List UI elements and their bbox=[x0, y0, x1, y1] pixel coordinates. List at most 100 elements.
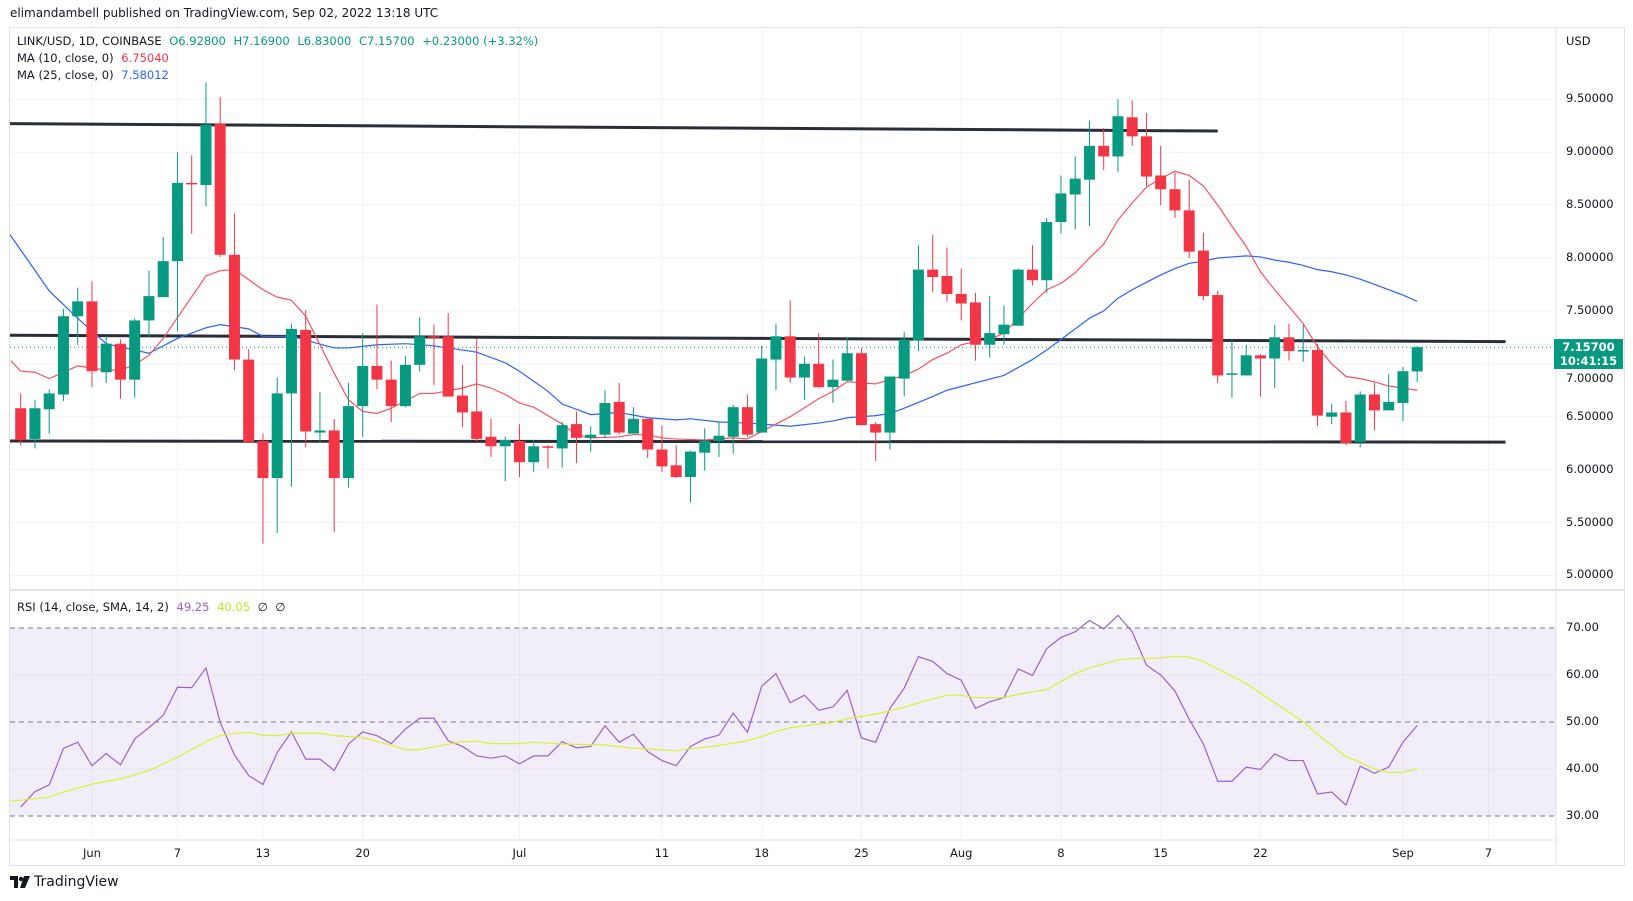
candle-up bbox=[627, 407, 639, 434]
candle-body bbox=[1098, 145, 1110, 157]
candle-body bbox=[1183, 210, 1195, 252]
candle-up bbox=[285, 323, 297, 487]
price-tick-label: 8.50000 bbox=[1566, 197, 1614, 212]
rsi-tick-label: 40.00 bbox=[1566, 761, 1599, 775]
candle-body bbox=[1254, 355, 1266, 359]
candle-down bbox=[385, 360, 397, 422]
candle-body bbox=[570, 424, 582, 438]
candle-body bbox=[513, 441, 525, 463]
candle-body bbox=[1140, 136, 1152, 177]
candle-up bbox=[171, 152, 183, 332]
candle-up bbox=[528, 439, 540, 472]
ma25-label: MA (25, close, 0) bbox=[17, 68, 114, 82]
rsi-legend[interactable]: RSI (14, close, SMA, 14, 2) 49.25 40.05 … bbox=[17, 600, 289, 614]
candle-down bbox=[1368, 382, 1380, 431]
candle-down bbox=[1283, 323, 1295, 361]
candle-down bbox=[442, 313, 454, 397]
candle-down bbox=[813, 333, 825, 389]
candle-body bbox=[884, 376, 896, 433]
candle-down bbox=[1126, 100, 1138, 146]
candle-body bbox=[855, 353, 867, 426]
tradingview-logo-icon bbox=[10, 876, 30, 888]
candle-down bbox=[456, 364, 468, 428]
candle-up bbox=[129, 318, 141, 398]
candle-up bbox=[314, 392, 326, 443]
candle-body bbox=[214, 123, 226, 255]
candle-body bbox=[1411, 347, 1423, 372]
candle-body bbox=[414, 336, 426, 365]
candle-body bbox=[1340, 412, 1352, 444]
rsi-extra-2: ∅ bbox=[275, 600, 286, 614]
candle-body bbox=[727, 407, 739, 437]
candle-body bbox=[1197, 250, 1209, 297]
last-price-value: 7.15700 bbox=[1562, 340, 1615, 355]
candle-down bbox=[1169, 172, 1181, 218]
candle-body bbox=[542, 446, 554, 448]
candle-up bbox=[827, 359, 839, 403]
candle-up bbox=[499, 436, 511, 482]
candle-body bbox=[1055, 193, 1067, 223]
candle-up bbox=[72, 287, 84, 345]
rsi-tick-label: 60.00 bbox=[1566, 667, 1599, 681]
candle-body bbox=[912, 269, 924, 341]
ma10-legend[interactable]: MA (10, close, 0) 6.75040 bbox=[17, 51, 173, 65]
candle-body bbox=[15, 408, 27, 440]
candle-body bbox=[1326, 412, 1338, 417]
candle-body bbox=[1383, 401, 1395, 411]
candle-up bbox=[770, 323, 782, 391]
publisher-line: elimandambell published on TradingView.c… bbox=[10, 6, 439, 20]
time-tick-label: 15 bbox=[1153, 846, 1168, 860]
candle-body bbox=[528, 446, 540, 463]
candle-body bbox=[43, 393, 55, 410]
candle-up bbox=[1112, 99, 1124, 173]
candle-up bbox=[200, 82, 212, 207]
time-tick-label: Jul bbox=[512, 846, 527, 860]
candle-body bbox=[841, 353, 853, 381]
candle-body bbox=[186, 182, 198, 185]
candle-down bbox=[570, 411, 582, 464]
candle-body bbox=[29, 408, 41, 439]
currency-label[interactable]: USD bbox=[1566, 34, 1591, 48]
candle-body bbox=[300, 329, 312, 432]
candle-down bbox=[656, 425, 668, 472]
candle-up bbox=[556, 421, 568, 468]
candle-body bbox=[485, 436, 497, 447]
candle-body bbox=[499, 439, 511, 447]
ma25-legend[interactable]: MA (25, close, 0) 7.58012 bbox=[17, 68, 173, 82]
candle-up bbox=[1269, 324, 1281, 389]
candle-down bbox=[969, 292, 981, 361]
candle-up bbox=[727, 405, 739, 454]
candle-down bbox=[257, 433, 269, 544]
time-tick-label: 13 bbox=[255, 846, 271, 860]
candle-up bbox=[399, 356, 411, 408]
candle-body bbox=[72, 301, 84, 317]
tradingview-brand[interactable]: TradingView bbox=[10, 874, 119, 890]
rsi-tick-label: 30.00 bbox=[1566, 808, 1599, 822]
candle-down bbox=[513, 424, 525, 478]
change-value: +0.23000 (+3.32%) bbox=[422, 34, 539, 48]
candle-up bbox=[157, 236, 169, 298]
candle-up bbox=[143, 270, 155, 338]
time-tick-label: 18 bbox=[754, 846, 769, 860]
candle-body bbox=[1155, 175, 1167, 190]
candle-body bbox=[599, 402, 611, 435]
candle-down bbox=[1340, 400, 1352, 446]
candle-body bbox=[642, 418, 654, 450]
candle-body bbox=[969, 302, 981, 345]
candle-body bbox=[1041, 222, 1053, 281]
time-tick-label: 7 bbox=[1484, 846, 1493, 860]
candle-body bbox=[1311, 350, 1323, 416]
candle-down bbox=[428, 324, 440, 385]
symbol-label[interactable]: LINK/USD, 1D, COINBASE bbox=[17, 34, 162, 48]
candle-up bbox=[998, 305, 1010, 345]
candle-body bbox=[898, 339, 910, 379]
candle-up bbox=[43, 389, 55, 434]
candle-up bbox=[898, 332, 910, 397]
candle-down bbox=[1155, 145, 1167, 206]
candle-body bbox=[1354, 394, 1366, 443]
candle-body bbox=[1026, 269, 1038, 281]
time-tick-label: 11 bbox=[654, 846, 670, 860]
price-tick-label: 7.00000 bbox=[1566, 371, 1614, 386]
open-value: O6.92800 bbox=[169, 34, 226, 48]
